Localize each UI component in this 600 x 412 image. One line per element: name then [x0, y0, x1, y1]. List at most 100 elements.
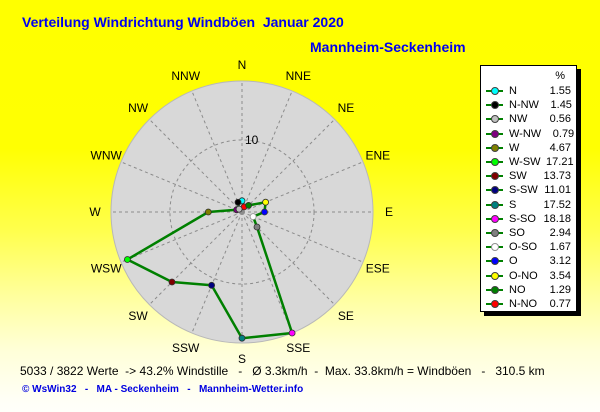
legend-marker-icon: [486, 115, 505, 124]
compass-label-NW: NW: [128, 101, 149, 115]
legend-marker-icon: [486, 129, 505, 138]
data-point-S: [238, 334, 246, 342]
rose-spoke: [149, 119, 243, 213]
rose-spoke: [149, 211, 243, 305]
legend-item-W: W 4.67: [486, 141, 571, 155]
rose-spoke: [241, 211, 293, 334]
legend-item-NW: NW 0.56: [486, 112, 571, 126]
legend-label: N-NW: [509, 99, 539, 112]
data-point-W-SW: [124, 256, 131, 263]
legend-marker-icon: [486, 214, 505, 223]
legend-value: 2.94: [549, 226, 571, 239]
legend-marker-icon: [486, 158, 505, 167]
legend-marker-icon: [486, 172, 505, 181]
legend-value: 1.45: [550, 99, 572, 112]
legend-item-O: O 3.12: [486, 254, 571, 268]
legend-item-S: S 17.52: [486, 198, 571, 212]
legend-label: O-SO: [509, 241, 538, 254]
legend-item-SO: SO 2.94: [486, 226, 571, 240]
compass-label-NNW: NNW: [171, 69, 200, 83]
legend-value: 4.67: [549, 141, 571, 154]
legend-item-S-SW: S-SW 11.01: [486, 183, 571, 197]
legend-label: S-SO: [509, 212, 536, 225]
data-point-O: [261, 208, 268, 216]
data-point-S-SO: [288, 329, 296, 337]
legend-value: 1.29: [549, 283, 571, 296]
compass-label-WNW: WNW: [91, 149, 123, 163]
legend-value: 0.56: [549, 113, 571, 126]
legend-label: O-NO: [509, 269, 538, 282]
legend-value: 13.73: [543, 170, 571, 183]
data-point-W: [204, 208, 212, 216]
legend-label: N: [509, 85, 517, 98]
legend-item-S-SO: S-SO 18.18: [486, 212, 571, 226]
legend-value: 18.18: [543, 212, 571, 225]
data-point-SW: [168, 278, 176, 286]
legend-label: SO: [509, 226, 525, 239]
legend-label: NW: [509, 113, 528, 126]
legend-item-N-NO: N-NO 0.77: [486, 297, 571, 311]
legend-unit-header: %: [555, 70, 565, 82]
legend-item-N-NW: N-NW 1.45: [486, 98, 572, 112]
legend-box: % N 1.55 N-NW 1.45 NW 0.56 W-NW 0.79 W 4.67 W-SW 17…: [480, 65, 577, 312]
legend-value: 17.52: [543, 198, 571, 211]
legend-value: 0.77: [549, 297, 571, 310]
rose-spoke: [241, 90, 293, 213]
legend-item-O-SO: O-SO 1.67: [486, 240, 571, 254]
data-point-NW: [235, 205, 243, 213]
legend-value: 1.67: [549, 241, 571, 254]
legend-marker-icon: [486, 200, 505, 209]
legend-marker-icon: [486, 87, 505, 96]
legend-value: 11.01: [544, 184, 571, 197]
legend-value: 3.54: [549, 269, 571, 282]
legend-rows: N 1.55 N-NW 1.45 NW 0.56 W-NW 0.79 W 4.67 W-SW 17.2…: [486, 84, 575, 311]
legend-marker-icon: [486, 228, 505, 237]
compass-label-WSW: WSW: [91, 261, 122, 275]
data-point-S-SW: [208, 281, 216, 289]
rose-spoke: [191, 90, 243, 213]
rose-spoke: [241, 161, 364, 213]
legend-item-W-NW: W-NW 0.79: [486, 127, 575, 141]
compass-label-E: E: [385, 205, 393, 219]
legend-label: NO: [509, 283, 526, 296]
legend-label: W: [509, 141, 520, 154]
chart-title: Verteilung Windrichtung Windböen Januar …: [22, 14, 344, 30]
footer-credits: © WsWin32 - MA - Seckenheim - Mannheim-W…: [22, 384, 304, 395]
data-point-NO: [245, 201, 253, 209]
legend-marker-icon: [486, 143, 505, 152]
compass-label-SSE: SSE: [286, 341, 310, 355]
ring-value-label: 10: [245, 133, 259, 147]
legend-value: 1.55: [549, 85, 571, 98]
rose-spoke: [241, 211, 335, 305]
rose-spoke: [120, 211, 243, 263]
compass-label-SW: SW: [128, 309, 148, 323]
compass-label-S: S: [238, 352, 246, 366]
legend-item-SW: SW 13.73: [486, 169, 571, 183]
rose-spoke: [241, 119, 335, 213]
legend-marker-icon: [486, 101, 505, 110]
compass-label-SSW: SSW: [172, 341, 200, 355]
legend-label: S-SW: [509, 184, 538, 197]
legend-label: O: [509, 255, 518, 268]
compass-label-ESE: ESE: [366, 261, 390, 275]
legend-label: W-NW: [509, 127, 542, 140]
legend-label: N-NO: [509, 297, 538, 310]
legend-label: SW: [509, 170, 527, 183]
legend-marker-icon: [486, 271, 505, 280]
compass-label-SE: SE: [338, 309, 354, 323]
legend-label: S: [509, 198, 517, 211]
legend-value: 3.12: [549, 255, 571, 268]
compass-label-NE: NE: [338, 101, 355, 115]
station-name: Mannheim-Seckenheim: [310, 39, 466, 55]
data-point-SO: [253, 223, 261, 231]
legend-item-O-NO: O-NO 3.54: [486, 268, 571, 282]
legend-value: 0.79: [552, 127, 575, 140]
legend-marker-icon: [486, 285, 505, 294]
legend-item-N: N 1.55: [486, 84, 571, 98]
compass-label-NNE: NNE: [286, 69, 311, 83]
rose-spoke: [120, 161, 243, 213]
legend-marker-icon: [486, 186, 505, 195]
legend-value: 17.21: [546, 156, 574, 169]
